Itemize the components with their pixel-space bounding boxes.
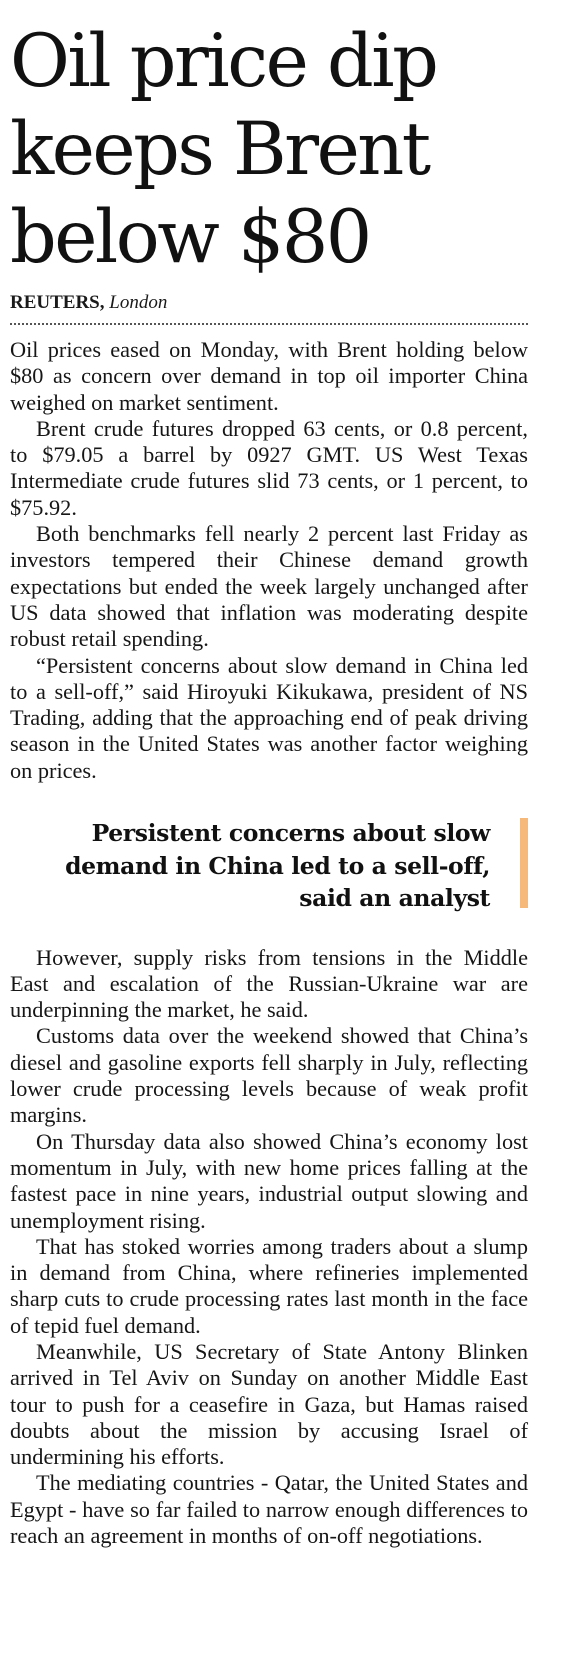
article-paragraph: Brent crude futures dropped 63 cents, or…	[10, 415, 528, 520]
article-paragraph: Meanwhile, US Secretary of State Antony …	[10, 1339, 528, 1470]
article-body-top: Oil prices eased on Monday, with Brent h…	[10, 337, 528, 784]
article: Oil price dip keeps Brent below $80 REUT…	[10, 0, 528, 1549]
pull-quote-accent-bar	[520, 818, 528, 909]
pull-quote: Persistent concerns about slow demand in…	[10, 817, 528, 915]
pull-quote-text: Persistent concerns about slow demand in…	[65, 819, 490, 913]
dotted-divider	[10, 323, 528, 325]
headline: Oil price dip keeps Brent below $80	[10, 19, 439, 280]
byline: REUTERS, London	[10, 292, 528, 314]
byline-agency: REUTERS,	[10, 292, 105, 313]
article-paragraph: The mediating countries - Qatar, the Uni…	[10, 1470, 528, 1549]
article-paragraph: That has stoked worries among traders ab…	[10, 1233, 528, 1338]
article-paragraph: Customs data over the weekend showed tha…	[10, 1023, 528, 1128]
article-paragraph: “Persistent concerns about slow demand i…	[10, 652, 528, 783]
article-paragraph: However, supply risks from tensions in t…	[10, 944, 528, 1023]
byline-location: London	[109, 292, 168, 313]
article-body-bottom: However, supply risks from tensions in t…	[10, 945, 528, 1550]
article-paragraph: Oil prices eased on Monday, with Brent h…	[10, 337, 528, 415]
article-paragraph: On Thursday data also showed China’s eco…	[10, 1128, 528, 1233]
article-paragraph: Both benchmarks fell nearly 2 percent la…	[10, 521, 528, 652]
